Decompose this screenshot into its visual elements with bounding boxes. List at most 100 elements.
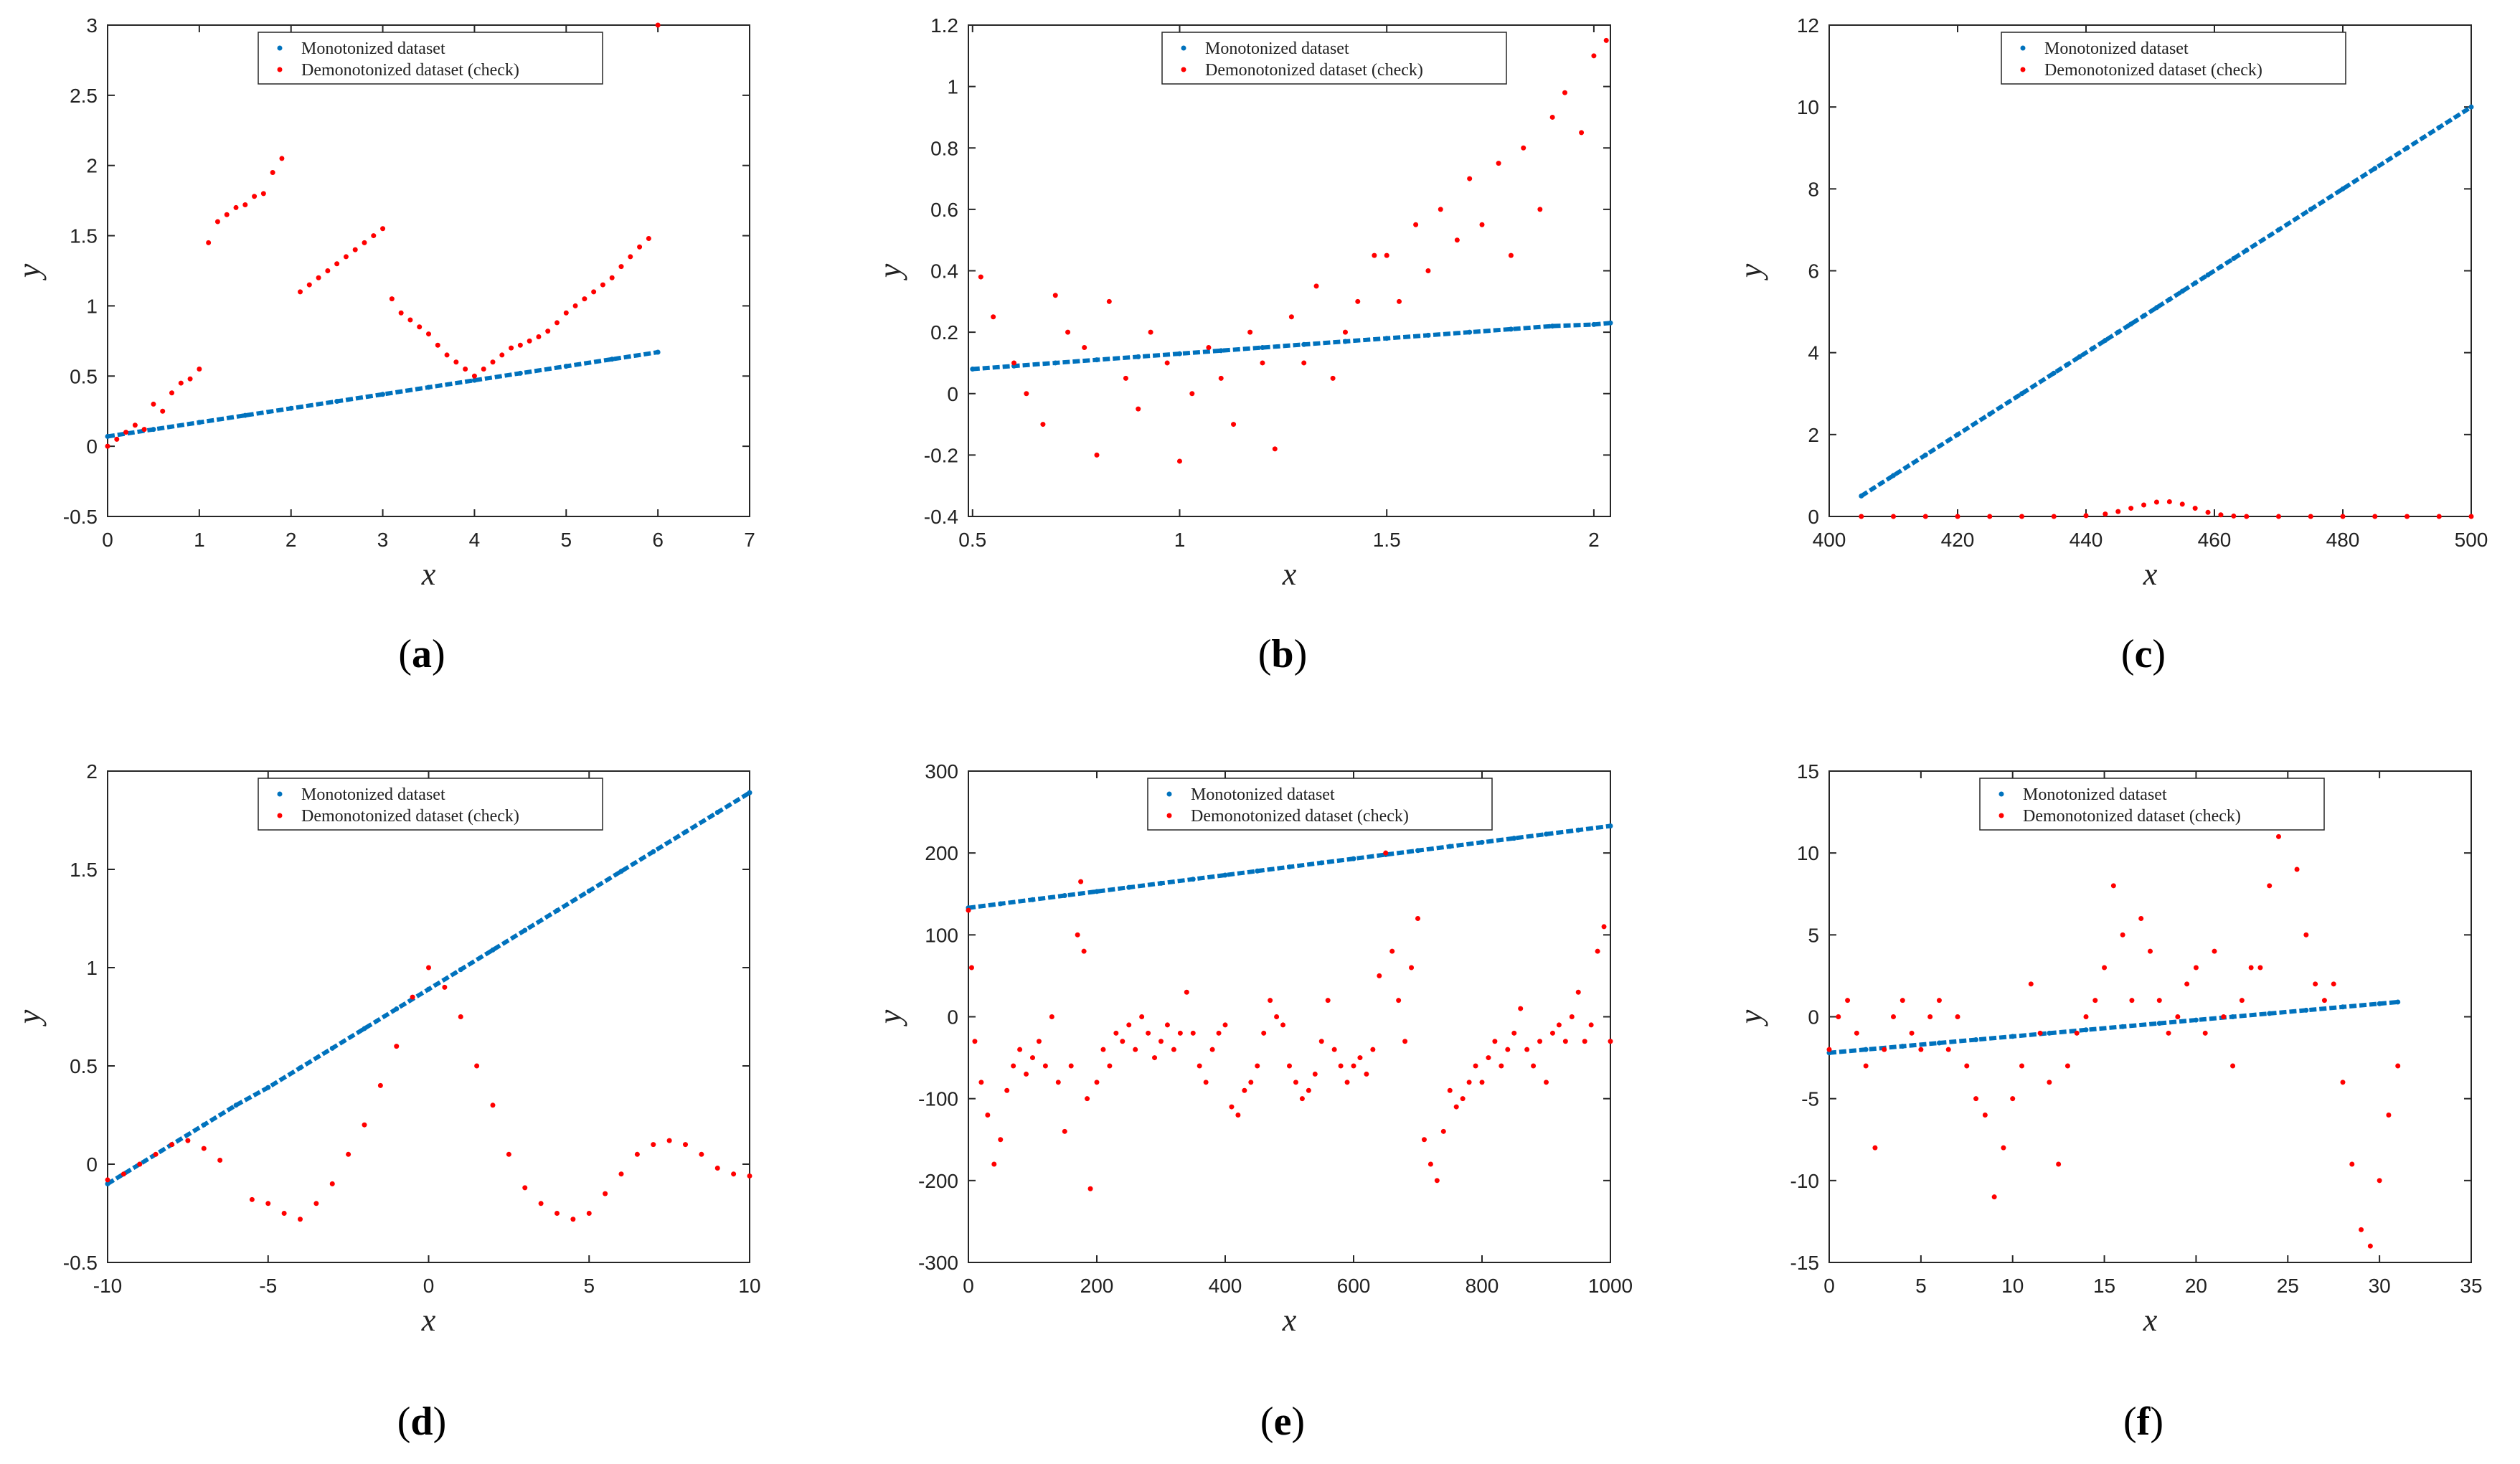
legend-label-demonotonized: Demonotonized dataset (check) — [2044, 61, 2262, 80]
point-demonotonized — [628, 254, 633, 260]
point-monotonized — [1955, 432, 1960, 438]
y-tick-label: -15 — [1790, 1252, 1819, 1274]
point-demonotonized — [1126, 1022, 1132, 1028]
point-demonotonized — [1222, 1022, 1228, 1028]
point-demonotonized — [2248, 965, 2254, 971]
point-demonotonized — [1331, 1047, 1337, 1052]
point-demonotonized — [1421, 1137, 1427, 1143]
point-monotonized — [1936, 1040, 1942, 1046]
y-axis-label: y — [872, 1009, 907, 1026]
point-demonotonized — [1176, 458, 1182, 464]
y-tick-label: 8 — [1808, 178, 1819, 200]
point-demonotonized — [206, 240, 212, 245]
x-tick-label: 2 — [1588, 529, 1600, 551]
point-demonotonized — [325, 268, 331, 273]
point-demonotonized — [1247, 329, 1253, 335]
point-monotonized — [1575, 827, 1581, 833]
caption-b: (b) — [1257, 632, 1308, 676]
y-tick-label: 100 — [925, 924, 958, 946]
point-demonotonized — [329, 1181, 335, 1186]
point-demonotonized — [169, 390, 174, 396]
point-demonotonized — [1882, 1047, 1887, 1052]
point-demonotonized — [699, 1151, 704, 1157]
legend-marker-red — [277, 67, 283, 72]
point-demonotonized — [1454, 237, 1460, 243]
y-tick-label: 0.6 — [930, 199, 958, 221]
point-demonotonized — [1872, 1145, 1878, 1151]
point-demonotonized — [582, 296, 587, 302]
point-demonotonized — [1479, 222, 1485, 227]
legend-label-demonotonized: Demonotonized dataset (check) — [301, 807, 519, 826]
x-tick-label: 0 — [102, 529, 113, 551]
legend-label-monotonized: Monotonized dataset — [2023, 785, 2167, 804]
point-demonotonized — [2115, 509, 2121, 514]
point-demonotonized — [1569, 1014, 1575, 1019]
y-tick-label: 0 — [86, 435, 98, 458]
x-tick-label: -5 — [259, 1275, 277, 1297]
x-tick-label: 5 — [560, 529, 572, 551]
point-monotonized — [1318, 860, 1324, 866]
y-tick-label: 6 — [1808, 260, 1819, 283]
point-monotonized — [288, 405, 294, 411]
point-demonotonized — [1415, 916, 1420, 921]
x-tick-label: 0 — [963, 1275, 974, 1297]
point-demonotonized — [1900, 998, 1905, 1003]
point-demonotonized — [1955, 1014, 1960, 1019]
point-demonotonized — [555, 320, 560, 326]
point-demonotonized — [490, 1102, 496, 1108]
point-demonotonized — [1171, 1047, 1176, 1052]
point-demonotonized — [1537, 1039, 1543, 1044]
legend-label-demonotonized: Demonotonized dataset (check) — [1191, 807, 1409, 826]
point-demonotonized — [151, 401, 156, 407]
point-demonotonized — [1260, 360, 1265, 366]
point-monotonized — [1508, 326, 1514, 332]
point-demonotonized — [1040, 422, 1046, 428]
legend-marker-red — [2020, 67, 2026, 72]
point-monotonized — [1608, 823, 1613, 828]
point-monotonized — [517, 370, 523, 376]
legend-label-demonotonized: Demonotonized dataset (check) — [2023, 807, 2241, 826]
x-tick-label: 400 — [1209, 1275, 1242, 1297]
point-demonotonized — [2129, 998, 2135, 1003]
y-tick-label: 0.5 — [70, 365, 98, 387]
point-demonotonized — [2202, 1030, 2208, 1036]
point-demonotonized — [1377, 973, 1382, 978]
point-demonotonized — [1562, 1039, 1568, 1044]
legend-marker-red — [1166, 813, 1172, 818]
y-tick-label: 0.8 — [930, 137, 958, 159]
point-demonotonized — [2276, 833, 2281, 839]
point-monotonized — [242, 412, 248, 418]
legend-label-monotonized: Monotonized dataset — [2044, 39, 2189, 58]
point-monotonized — [2047, 1030, 2052, 1036]
point-demonotonized — [1364, 1071, 1369, 1077]
point-demonotonized — [2051, 514, 2057, 519]
point-demonotonized — [214, 219, 220, 225]
point-demonotonized — [252, 194, 258, 199]
point-demonotonized — [1413, 222, 1419, 227]
legend-box — [1979, 778, 2325, 831]
point-demonotonized — [346, 1151, 351, 1157]
point-demonotonized — [2148, 948, 2153, 954]
point-demonotonized — [1052, 293, 1058, 298]
point-demonotonized — [1106, 298, 1112, 304]
point-monotonized — [1863, 1047, 1869, 1052]
point-demonotonized — [1447, 1087, 1453, 1093]
point-demonotonized — [2359, 1227, 2364, 1232]
point-demonotonized — [1918, 1047, 1924, 1052]
y-axis-label: y — [1733, 263, 1768, 280]
point-demonotonized — [555, 1211, 560, 1216]
point-demonotonized — [1216, 1030, 1222, 1036]
point-demonotonized — [398, 310, 404, 316]
point-demonotonized — [270, 170, 275, 175]
point-demonotonized — [618, 1171, 624, 1177]
point-monotonized — [1222, 872, 1228, 878]
chart-panel-a: 0 1 2 3 4 5 6 7 -0.5 0 0.5 1 1.5 2 2.5 3 x y Monotonized d… — [0, 0, 789, 717]
point-demonotonized — [444, 352, 450, 358]
y-tick-label: 1 — [86, 957, 98, 979]
point-demonotonized — [233, 204, 239, 210]
point-monotonized — [2166, 296, 2172, 302]
point-demonotonized — [2110, 883, 2116, 889]
point-demonotonized — [2267, 883, 2273, 889]
point-monotonized — [2120, 1024, 2125, 1029]
